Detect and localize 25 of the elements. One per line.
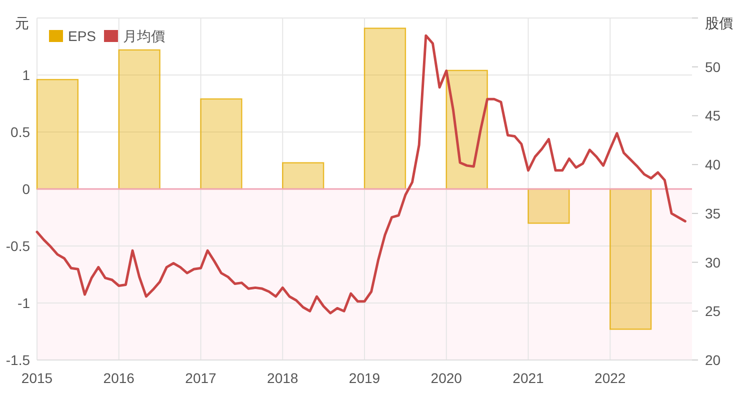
xtick: 2021 <box>512 370 544 386</box>
xtick: 2020 <box>430 370 462 386</box>
legend-label: EPS <box>68 28 96 44</box>
xtick: 2019 <box>348 370 380 386</box>
y2tick: 35 <box>705 205 721 222</box>
xtick: 2015 <box>21 370 53 386</box>
ytick: 0.5 <box>10 124 30 140</box>
ytick: -1 <box>18 295 30 311</box>
y2tick: 40 <box>705 156 721 173</box>
y2tick: 30 <box>705 254 721 270</box>
y2tick: 45 <box>705 108 721 124</box>
xtick: 2016 <box>103 370 134 386</box>
xtick: 2018 <box>267 370 298 386</box>
ytick: 1 <box>22 67 30 83</box>
ylabel: 元 <box>15 15 29 31</box>
y2tick: 20 <box>705 352 721 368</box>
y2label: 股價 <box>705 15 733 31</box>
y2tick: 50 <box>705 58 721 75</box>
ytick: -1.5 <box>6 352 30 368</box>
xtick: 2017 <box>185 370 216 386</box>
legend-label: 月均價 <box>123 28 166 44</box>
y2tick: 25 <box>705 303 721 320</box>
xtick: 2022 <box>594 370 626 386</box>
ytick: -0.5 <box>6 238 30 254</box>
ytick: 0 <box>22 181 30 197</box>
